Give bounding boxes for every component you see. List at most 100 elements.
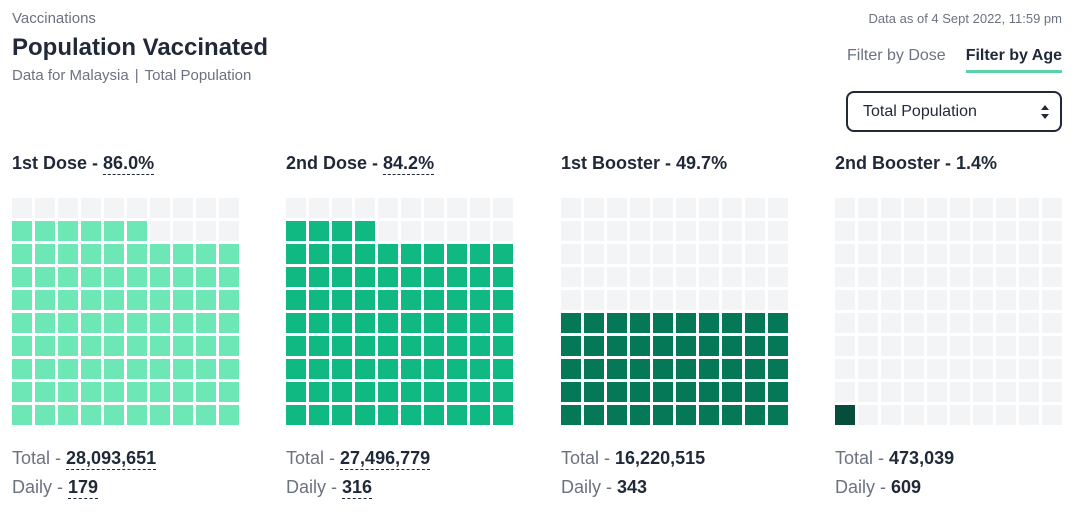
waffle-cell-filled bbox=[424, 313, 444, 333]
waffle-cell-filled bbox=[447, 359, 467, 379]
tab-filter-by-dose[interactable]: Filter by Dose bbox=[846, 47, 946, 64]
daily-value[interactable]: 179 bbox=[68, 477, 99, 499]
waffle-cell-empty bbox=[607, 267, 627, 287]
waffle-cell-empty bbox=[722, 198, 742, 218]
waffle-cell-filled bbox=[332, 336, 352, 356]
waffle-cell-filled bbox=[219, 290, 239, 310]
total-value[interactable]: 27,496,779 bbox=[340, 448, 431, 470]
waffle-cell-filled bbox=[378, 267, 398, 287]
waffle-cell-empty bbox=[768, 221, 788, 241]
daily-value[interactable]: 316 bbox=[342, 477, 373, 499]
waffle-cell-empty bbox=[630, 221, 650, 241]
waffle-cell-empty bbox=[424, 221, 444, 241]
waffle-cell-empty bbox=[630, 198, 650, 218]
waffle-cell-filled bbox=[196, 313, 216, 333]
waffle-cell-filled bbox=[653, 405, 673, 425]
waffle-cell-empty bbox=[1019, 359, 1039, 379]
waffle-cell-filled bbox=[607, 359, 627, 379]
waffle-cell-filled bbox=[607, 313, 627, 333]
dose-name: 2nd Booster bbox=[835, 153, 941, 173]
waffle-cell-empty bbox=[150, 221, 170, 241]
waffle-cell-empty bbox=[904, 198, 924, 218]
subtitle-region: Data for Malaysia bbox=[12, 67, 129, 84]
waffle-cell-filled bbox=[722, 382, 742, 402]
tab-filter-by-age[interactable]: Filter by Age bbox=[965, 47, 1062, 73]
waffle-cell-filled bbox=[607, 382, 627, 402]
waffle-cell-filled bbox=[286, 359, 306, 379]
waffle-cell-filled bbox=[630, 313, 650, 333]
waffle-cell-empty bbox=[881, 313, 901, 333]
waffle-cell-filled bbox=[127, 382, 147, 402]
waffle-cell-empty bbox=[676, 267, 696, 287]
waffle-cell-filled bbox=[81, 359, 101, 379]
waffle-cell-empty bbox=[858, 198, 878, 218]
waffle-cell-filled bbox=[745, 382, 765, 402]
waffle-cell-empty bbox=[699, 290, 719, 310]
waffle-cell-empty bbox=[1019, 405, 1039, 425]
stat-separator: - bbox=[50, 448, 67, 468]
waffle-cell-filled bbox=[286, 405, 306, 425]
waffle-cell-filled bbox=[12, 336, 32, 356]
waffle-cell-filled bbox=[424, 382, 444, 402]
waffle-cell-filled bbox=[745, 313, 765, 333]
waffle-cell-empty bbox=[676, 290, 696, 310]
waffle-cell-empty bbox=[927, 267, 947, 287]
waffle-cell-filled bbox=[173, 405, 193, 425]
waffle-cell-empty bbox=[447, 198, 467, 218]
waffle-cell-empty bbox=[881, 267, 901, 287]
waffle-cell-filled bbox=[150, 313, 170, 333]
dose-percent[interactable]: 84.2% bbox=[383, 153, 435, 175]
waffle-cell-filled bbox=[219, 359, 239, 379]
waffle-cell-empty bbox=[355, 198, 375, 218]
waffle-cell-empty bbox=[493, 198, 513, 218]
waffle-cell-filled bbox=[150, 359, 170, 379]
waffle-cell-empty bbox=[927, 382, 947, 402]
waffle-cell-filled bbox=[378, 405, 398, 425]
waffle-cell-empty bbox=[1042, 336, 1062, 356]
waffle-cell-filled bbox=[493, 405, 513, 425]
dose-percent[interactable]: 86.0% bbox=[103, 153, 155, 175]
waffle-cell-filled bbox=[81, 382, 101, 402]
waffle-cell-empty bbox=[858, 244, 878, 264]
title-separator: - bbox=[660, 153, 677, 173]
waffle-cell-empty bbox=[1019, 267, 1039, 287]
waffle-cell-empty bbox=[12, 198, 32, 218]
waffle-cell-empty bbox=[561, 290, 581, 310]
waffle-cell-filled bbox=[150, 382, 170, 402]
waffle-cell-empty bbox=[881, 336, 901, 356]
waffle-cell-filled bbox=[286, 382, 306, 402]
total-stat: Total - 473,039 bbox=[835, 448, 954, 469]
waffle-cell-filled bbox=[309, 244, 329, 264]
waffle-cell-empty bbox=[973, 267, 993, 287]
total-label: Total bbox=[12, 448, 51, 468]
population-select[interactable]: Total Population bbox=[846, 91, 1062, 132]
waffle-cell-filled bbox=[219, 405, 239, 425]
waffle-cell-filled bbox=[653, 382, 673, 402]
waffle-cell-filled bbox=[286, 267, 306, 287]
waffle-cell-filled bbox=[127, 244, 147, 264]
waffle-cell-filled bbox=[173, 290, 193, 310]
waffle-cell-filled bbox=[104, 405, 124, 425]
waffle-cell-empty bbox=[768, 198, 788, 218]
waffle-cell-empty bbox=[927, 244, 947, 264]
waffle-cell-empty bbox=[1042, 290, 1062, 310]
waffle-cell-filled bbox=[286, 313, 306, 333]
waffle-cell-empty bbox=[127, 198, 147, 218]
waffle-cell-filled bbox=[35, 313, 55, 333]
total-value[interactable]: 28,093,651 bbox=[66, 448, 157, 470]
waffle-cell-filled bbox=[561, 359, 581, 379]
waffle-cell-filled bbox=[424, 405, 444, 425]
waffle-cell-filled bbox=[104, 382, 124, 402]
waffle-cell-filled bbox=[332, 405, 352, 425]
waffle-cell-filled bbox=[150, 405, 170, 425]
waffle-cell-filled bbox=[768, 313, 788, 333]
waffle-cell-empty bbox=[653, 290, 673, 310]
waffle-cell-filled bbox=[309, 313, 329, 333]
daily-label: Daily bbox=[12, 477, 53, 497]
waffle-cell-empty bbox=[996, 382, 1016, 402]
waffle-cell-filled bbox=[309, 267, 329, 287]
waffle-cell-empty bbox=[768, 290, 788, 310]
waffle-cell-filled bbox=[470, 290, 490, 310]
waffle-cell-filled bbox=[584, 313, 604, 333]
waffle-cell-filled bbox=[401, 382, 421, 402]
